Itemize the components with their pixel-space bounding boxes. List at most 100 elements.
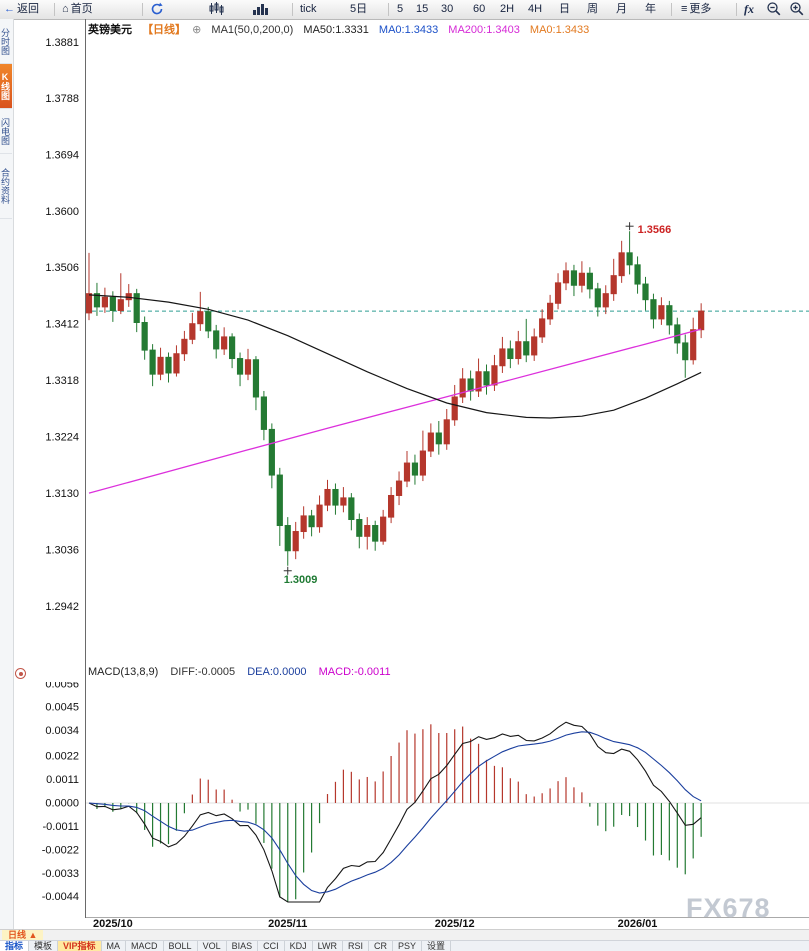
symbol-name: 英镑美元 [88, 24, 132, 36]
ma0-value-orange: MA0:1.3433 [529, 24, 590, 36]
tab-ma[interactable]: MA [102, 941, 127, 951]
indicator-tabs-row: 指标 模板 VIP指标 MA MACD BOLL VOL BIAS CCI KD… [0, 940, 809, 951]
macd-dea-value: DEA:0.0000 [247, 666, 307, 678]
candle-chart-type-button[interactable] [208, 0, 224, 19]
tab-psy[interactable]: PSY [393, 941, 422, 951]
candlestick-chart-icon [209, 2, 224, 16]
svg-text:-0.0033: -0.0033 [42, 868, 79, 880]
chart-type-sidebar: 分时图 K线图 闪电图 合约资料 [0, 19, 14, 931]
period-15min-button[interactable]: 15 [416, 3, 429, 15]
svg-text:1.3694: 1.3694 [45, 149, 79, 161]
tab-indicators[interactable]: 指标 [0, 941, 30, 951]
period-selector-row: 日线 ▲ [0, 929, 809, 941]
refresh-button[interactable] [150, 0, 164, 19]
svg-text:1.3881: 1.3881 [45, 37, 79, 49]
svg-text:1.3566: 1.3566 [638, 224, 672, 236]
svg-text:1.3036: 1.3036 [45, 545, 79, 557]
sidebar-item-contract-info[interactable]: 合约资料 [0, 154, 12, 219]
tab-macd[interactable]: MACD [126, 941, 164, 951]
period-tick-button[interactable]: tick [300, 3, 317, 15]
add-indicator-icon[interactable]: ⊕ [192, 24, 202, 36]
svg-text:0.0034: 0.0034 [45, 725, 79, 737]
fx-tools-button[interactable]: fx [744, 2, 754, 16]
svg-text:1.3224: 1.3224 [45, 432, 79, 444]
home-button[interactable]: ⌂ 首页 [62, 3, 93, 15]
back-arrow-icon: ← [4, 3, 15, 15]
period-day-button[interactable]: 日 [559, 3, 570, 15]
tab-settings[interactable]: 设置 [422, 941, 451, 951]
back-button[interactable]: ← 返回 [4, 3, 39, 15]
sidebar-item-lightning-chart[interactable]: 闪电图 [0, 109, 12, 154]
price-chart-header: 英镑美元 【日线】 ⊕ MA1(50,0,200,0) MA50:1.3331 … [88, 21, 596, 37]
indicator-settings-icon[interactable] [15, 668, 26, 679]
zoom-out-button[interactable] [766, 0, 782, 19]
tab-templates[interactable]: 模板 [29, 941, 59, 951]
period-60min-button[interactable]: 60 [473, 3, 486, 15]
tab-kdj[interactable]: KDJ [285, 941, 313, 951]
tab-lwr[interactable]: LWR [313, 941, 343, 951]
svg-text:0.0022: 0.0022 [45, 751, 79, 763]
zoom-in-button[interactable] [789, 0, 805, 19]
y-axis-line [85, 19, 86, 918]
period-week-button[interactable]: 周 [587, 3, 598, 15]
ma0-value-blue: MA0:1.3433 [378, 24, 439, 36]
x-axis-label: 2025/10 [92, 918, 133, 930]
tab-vol[interactable]: VOL [198, 941, 227, 951]
macd-hist-value: MACD:-0.0011 [318, 666, 391, 678]
svg-text:0.0011: 0.0011 [46, 774, 79, 786]
price-chart[interactable]: 1.3881 1.3788 1.3694 1.3600 1.3506 1.3412 1.33… [13, 19, 809, 665]
svg-text:1.3009: 1.3009 [284, 574, 318, 586]
ma50-value: MA50:1.3331 [303, 24, 369, 36]
home-icon: ⌂ [62, 3, 69, 15]
x-axis-label: 2026/01 [617, 918, 658, 930]
macd-diff-value: DIFF:-0.0005 [170, 666, 236, 678]
period-2h-button[interactable]: 2H [500, 3, 515, 15]
tab-boll[interactable]: BOLL [164, 941, 198, 951]
period-5min-button[interactable]: 5 [397, 3, 404, 15]
volume-chart-type-button[interactable] [252, 0, 268, 19]
period-year-button[interactable]: 年 [645, 3, 656, 15]
svg-text:1.3412: 1.3412 [45, 319, 79, 331]
period-month-button[interactable]: 月 [616, 3, 627, 15]
tab-vip-indicators[interactable]: VIP指标 [58, 941, 102, 951]
sidebar-item-time-chart[interactable]: 分时图 [0, 19, 12, 64]
macd-params: MACD(13,8,9) [88, 666, 159, 678]
more-button[interactable]: ≡ 更多 [681, 3, 712, 15]
svg-text:1.3600: 1.3600 [45, 206, 79, 218]
sidebar-item-kline-chart[interactable]: K线图 [0, 64, 12, 109]
period-30min-button[interactable]: 30 [441, 3, 454, 15]
zoom-in-icon [790, 2, 804, 16]
macd-header: MACD(13,8,9) DIFF:-0.0005 DEA:0.0000 MAC… [88, 666, 400, 678]
svg-text:-0.0044: -0.0044 [42, 891, 79, 903]
ma200-value: MA200:1.3403 [448, 24, 520, 36]
period-5day-button[interactable]: 5日 [350, 3, 368, 15]
svg-text:0.0045: 0.0045 [45, 702, 79, 714]
tab-cr[interactable]: CR [369, 941, 393, 951]
period-dropdown[interactable]: 日线 ▲ [2, 930, 44, 941]
toolbar-separator [142, 3, 143, 16]
tab-bias[interactable]: BIAS [227, 941, 259, 951]
toolbar-separator [671, 3, 672, 16]
ma-params: MA1(50,0,200,0) [211, 24, 294, 36]
toolbar-separator [54, 3, 55, 16]
period-4h-button[interactable]: 4H [528, 3, 543, 15]
svg-text:-0.0011: -0.0011 [43, 821, 80, 833]
svg-text:1.2942: 1.2942 [45, 601, 79, 613]
fx678-watermark: FX678 [686, 893, 771, 923]
x-axis-label: 2025/12 [434, 918, 475, 930]
refresh-icon [151, 2, 163, 15]
volume-bars-icon [253, 4, 268, 16]
svg-text:0.0000: 0.0000 [45, 798, 79, 810]
toolbar-separator [388, 3, 389, 16]
zoom-out-icon [767, 2, 781, 16]
svg-text:0.0056: 0.0056 [45, 682, 79, 690]
svg-text:1.3788: 1.3788 [45, 93, 79, 105]
toolbar-separator [292, 3, 293, 16]
macd-chart[interactable]: 0.0056 0.0045 0.0034 0.0022 0.0011 0.0000 -0.0… [13, 682, 809, 918]
tab-cci[interactable]: CCI [258, 941, 285, 951]
svg-text:1.3506: 1.3506 [45, 262, 79, 274]
hamburger-icon: ≡ [681, 3, 688, 15]
svg-text:1.3318: 1.3318 [45, 375, 79, 387]
tab-rsi[interactable]: RSI [343, 941, 369, 951]
